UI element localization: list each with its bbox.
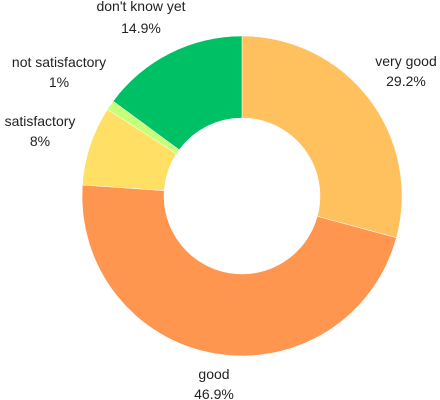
slice-value-satisfactory: 8% <box>30 133 50 149</box>
slice-good <box>81 184 397 357</box>
slice-label-very-good: very good <box>375 53 436 69</box>
slice-value-not-satisfactory: 1% <box>49 74 69 90</box>
labels-group: very good 29.2% good 46.9% satisfactory 8% not… <box>5 0 437 400</box>
slice-label-good: good <box>198 366 229 382</box>
slice-value-very-good: 29.2% <box>386 73 426 89</box>
slice-label-don-t-know-yet: don't know yet <box>96 0 185 14</box>
slice-very-good <box>241 35 403 239</box>
slice-label-satisfactory: satisfactory <box>5 113 76 129</box>
slice-label-not-satisfactory: not satisfactory <box>12 54 106 70</box>
slices-group <box>81 35 403 357</box>
slice-value-don-t-know-yet: 14.9% <box>121 20 161 36</box>
slice-don-t-know-yet <box>112 35 243 151</box>
slice-value-good: 46.9% <box>194 386 234 400</box>
